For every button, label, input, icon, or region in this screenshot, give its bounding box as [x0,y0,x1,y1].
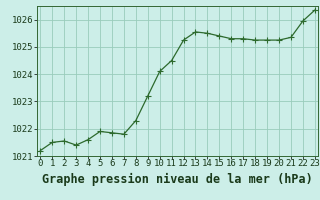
X-axis label: Graphe pression niveau de la mer (hPa): Graphe pression niveau de la mer (hPa) [42,173,313,186]
